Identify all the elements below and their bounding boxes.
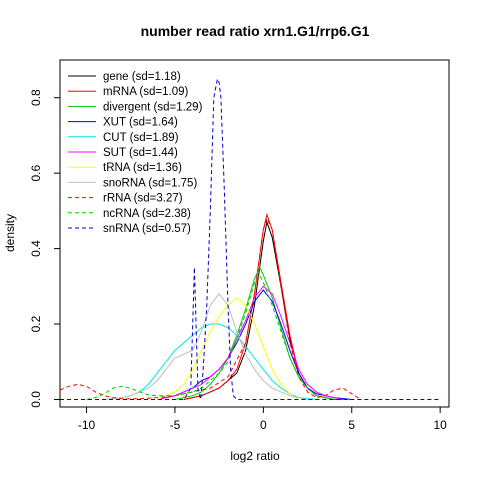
series-line <box>157 285 344 400</box>
y-axis: 0.0 0.2 0.4 0.6 0.8 <box>29 89 60 408</box>
y-tick-label: 0.4 <box>29 240 43 257</box>
y-tick-label: 0.2 <box>29 315 43 332</box>
legend-entry: tRNA (sd=1.36) <box>103 162 182 174</box>
legend-entry: snoRNA (sd=1.75) <box>103 177 197 189</box>
series-line <box>183 220 343 400</box>
series-layer <box>59 77 441 400</box>
y-tick-label: 0.8 <box>29 89 43 106</box>
legend-entry: divergent (sd=1.29) <box>103 101 203 113</box>
legend-entry: rRNA (sd=3.27) <box>103 193 183 205</box>
series-line <box>86 274 335 400</box>
x-tick-label: -10 <box>78 418 96 432</box>
y-tick-label: 0.6 <box>29 164 43 181</box>
y-axis-label: density <box>3 214 17 252</box>
x-tick-label: 5 <box>348 418 355 432</box>
chart-title: number read ratio xrn1.G1/rrp6.G1 <box>141 23 370 39</box>
x-axis-label: log2 ratio <box>230 449 280 463</box>
series-line <box>104 292 308 400</box>
series-line <box>104 323 317 400</box>
x-tick-label: 10 <box>433 418 447 432</box>
legend: gene (sd=1.18) mRNA (sd=1.09) divergent (s… <box>68 71 203 235</box>
x-axis: -10 -5 0 5 10 <box>78 407 447 432</box>
series-line <box>59 217 361 400</box>
legend-entry: mRNA (sd=1.09) <box>103 86 188 98</box>
series-line <box>60 77 441 400</box>
legend-entry: XUT (sd=1.64) <box>103 117 178 129</box>
legend-entry: ncRNA (sd=2.38) <box>103 208 191 220</box>
x-tick-label: 0 <box>260 418 267 432</box>
x-tick-label: -5 <box>170 418 181 432</box>
legend-entry: CUT (sd=1.89) <box>103 132 179 144</box>
plot-frame <box>59 59 450 408</box>
legend-entry: gene (sd=1.18) <box>103 71 181 83</box>
legend-entry: SUT (sd=1.44) <box>103 147 178 159</box>
y-tick-label: 0.0 <box>29 391 43 408</box>
series-line <box>174 266 335 400</box>
legend-entry: snRNA (sd=0.57) <box>103 223 191 235</box>
